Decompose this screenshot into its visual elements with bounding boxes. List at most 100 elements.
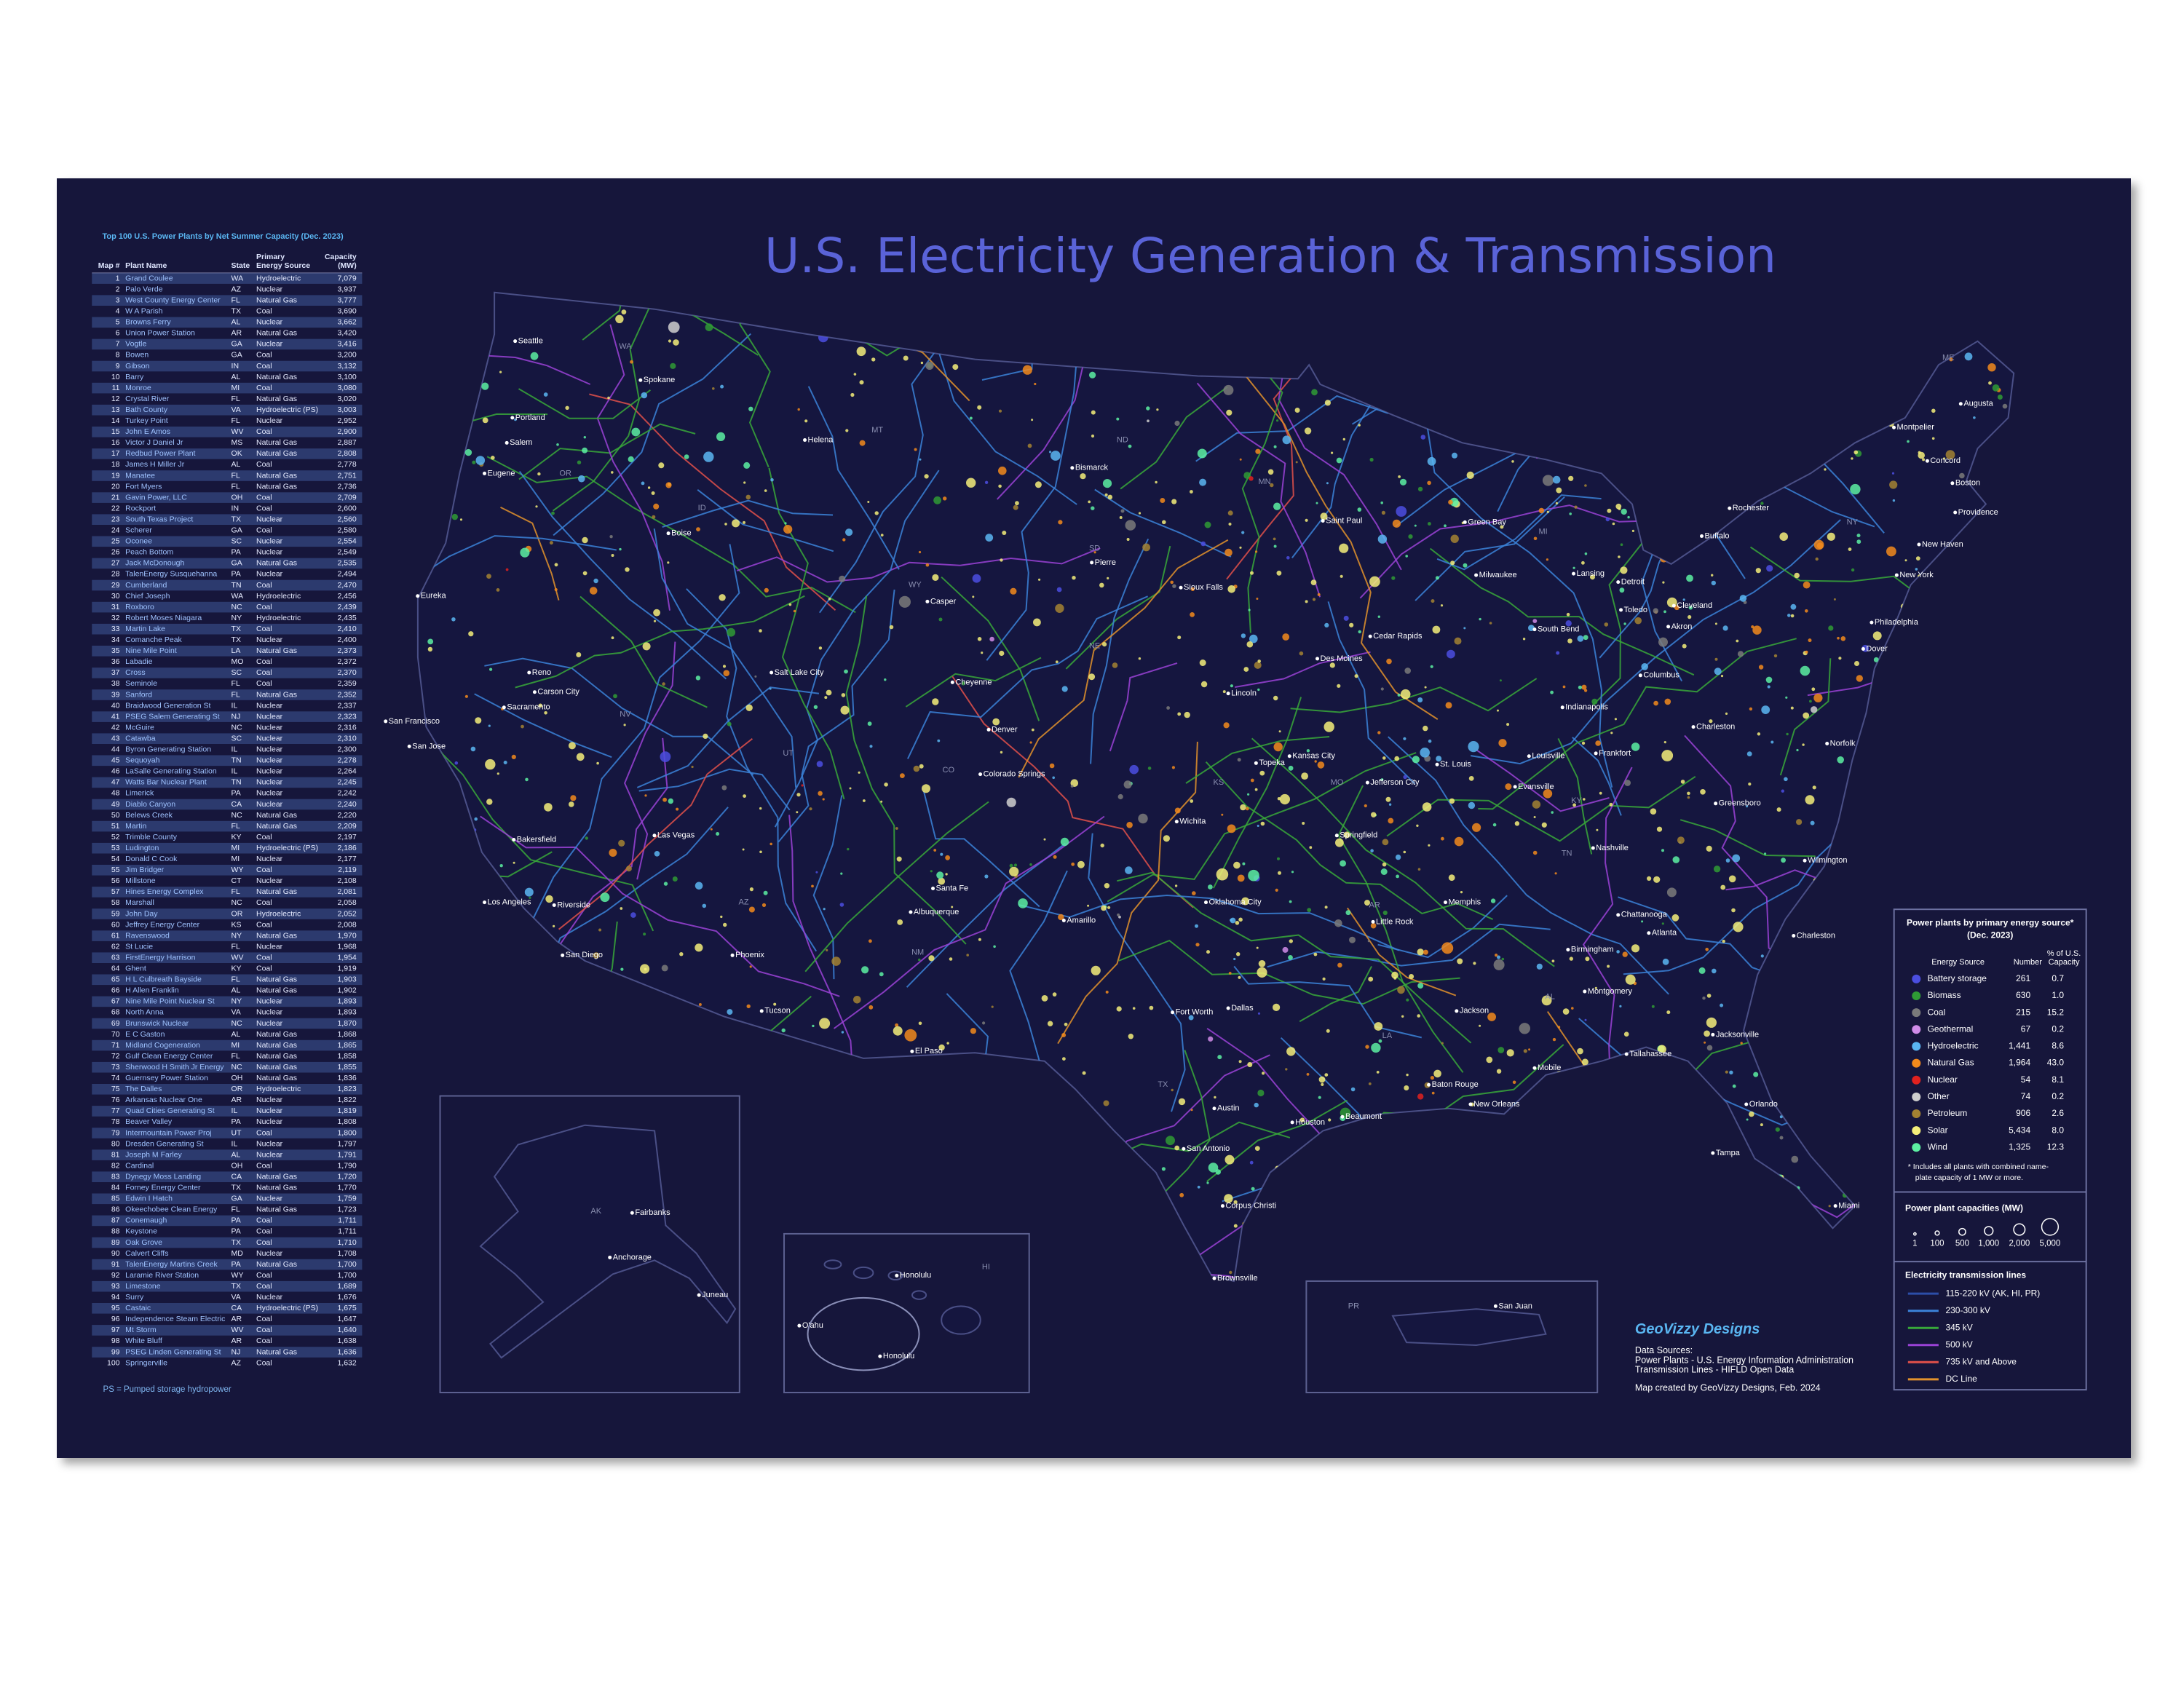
plant-dot <box>1609 802 1613 807</box>
inset-frame <box>1305 1280 1599 1393</box>
plant-dot <box>1324 721 1334 732</box>
plant-dot <box>1496 1069 1502 1074</box>
plant-dot <box>1312 598 1316 601</box>
table-cell: 72 <box>111 1052 120 1061</box>
table-header: State <box>232 261 250 270</box>
plant-dot <box>972 595 975 598</box>
table-cell: 3 <box>116 296 120 304</box>
legend-source-name: Geothermal <box>1928 1023 1974 1034</box>
plant-dot <box>1192 891 1196 895</box>
plant-dot <box>1339 543 1349 553</box>
table-cell: 40 <box>111 701 120 710</box>
plant-dot <box>1273 695 1278 701</box>
plant-dot <box>925 361 934 370</box>
transmission-line <box>1196 382 1321 598</box>
plant-dot <box>1382 862 1387 867</box>
plant-dot <box>1441 1042 1444 1045</box>
transmission-line <box>1094 488 1232 558</box>
city-dot <box>1334 833 1339 838</box>
plant-dot <box>1722 625 1728 631</box>
plant-dot <box>1997 395 2003 400</box>
table-cell: GA <box>232 559 242 568</box>
plant-dot <box>845 528 853 536</box>
city-label: San Jose <box>412 742 446 750</box>
plant-dot <box>1653 608 1658 614</box>
plant-dot <box>1306 749 1310 753</box>
plant-dot <box>1247 793 1250 796</box>
city-dot <box>1527 754 1531 759</box>
transmission-line <box>1377 895 1508 959</box>
plant-dot <box>1572 566 1575 569</box>
plant-dot <box>1364 900 1370 906</box>
plant-dot <box>754 675 757 678</box>
plant-dot <box>1448 499 1453 505</box>
table-row-stripe <box>92 996 363 1007</box>
table-cell: Seminole <box>125 679 157 688</box>
plant-dot <box>732 519 740 528</box>
plant-dot <box>1773 654 1778 658</box>
plant-dot <box>1541 995 1552 1006</box>
state-label: ND <box>1117 435 1128 444</box>
table-row-stripe <box>92 1215 363 1227</box>
plant-dot <box>1058 520 1063 525</box>
table-cell: Mt Storm <box>125 1326 157 1334</box>
table-cell: TX <box>232 635 241 644</box>
state-label: TX <box>1158 1080 1168 1089</box>
city-dot <box>1560 705 1564 710</box>
plant-dot <box>1436 756 1442 762</box>
table-cell: 71 <box>111 1041 120 1050</box>
plant-dot <box>470 746 476 752</box>
table-cell: 44 <box>111 745 120 754</box>
plant-dot <box>1395 854 1401 860</box>
table-cell: MO <box>232 657 244 666</box>
capacity-label: 100 <box>1930 1239 1944 1248</box>
plant-dot <box>1257 1089 1265 1097</box>
plant-dot <box>874 511 879 515</box>
plant-dot <box>1581 1058 1588 1066</box>
capacity-circle <box>1984 1226 1994 1236</box>
plant-dot <box>1729 1070 1733 1075</box>
plant-dot <box>1033 618 1041 627</box>
table-cell: Gavin Power, LLC <box>125 493 187 502</box>
plant-dot <box>1650 808 1657 815</box>
plant-dot <box>819 1018 831 1029</box>
plant-dot <box>1022 365 1032 375</box>
plant-dot <box>1532 850 1538 855</box>
legend-header: Energy Source <box>1931 958 1985 967</box>
plant-dot <box>769 842 772 846</box>
table-cell: PA <box>232 1216 241 1225</box>
table-cell: E C Gaston <box>125 1030 165 1039</box>
table-cell: FirstEnergy Harrison <box>125 953 195 962</box>
line-label: 230-300 kV <box>1945 1305 1990 1315</box>
city-dot <box>512 838 516 842</box>
city-label: Amarillo <box>1067 916 1096 924</box>
table-cell: Nuclear <box>256 570 283 579</box>
table-row-stripe <box>92 1193 363 1205</box>
plant-dot <box>1591 698 1598 705</box>
table-cell: 2,751 <box>337 471 356 480</box>
plant-dot <box>1335 838 1344 847</box>
table-cell: Natural Gas <box>256 1030 297 1039</box>
plant-dot <box>784 522 787 525</box>
plant-dot <box>1397 693 1401 697</box>
plant-dot <box>1662 958 1669 965</box>
legend-source-name: Natural Gas <box>1928 1058 1974 1068</box>
table-row-stripe <box>92 579 363 591</box>
plant-dot <box>1401 1015 1404 1018</box>
plant-dot <box>1489 622 1492 625</box>
plant-dot <box>1809 700 1812 703</box>
table-row-stripe <box>92 536 363 547</box>
table-row-stripe <box>92 1039 363 1051</box>
transmission-line <box>486 456 856 614</box>
city-dot <box>561 953 565 957</box>
city-label: Indianapolis <box>1565 703 1608 712</box>
city-dot <box>1220 1204 1224 1208</box>
plant-dot <box>620 907 623 910</box>
plant-dot <box>1015 501 1019 506</box>
line-label: 115-220 kV (AK, HI, PR) <box>1945 1288 2040 1298</box>
plant-dot <box>1038 578 1041 581</box>
table-cell: 83 <box>111 1172 120 1181</box>
plant-dot <box>919 458 922 461</box>
plant-dot <box>684 454 689 459</box>
table-cell: AL <box>232 1030 241 1039</box>
